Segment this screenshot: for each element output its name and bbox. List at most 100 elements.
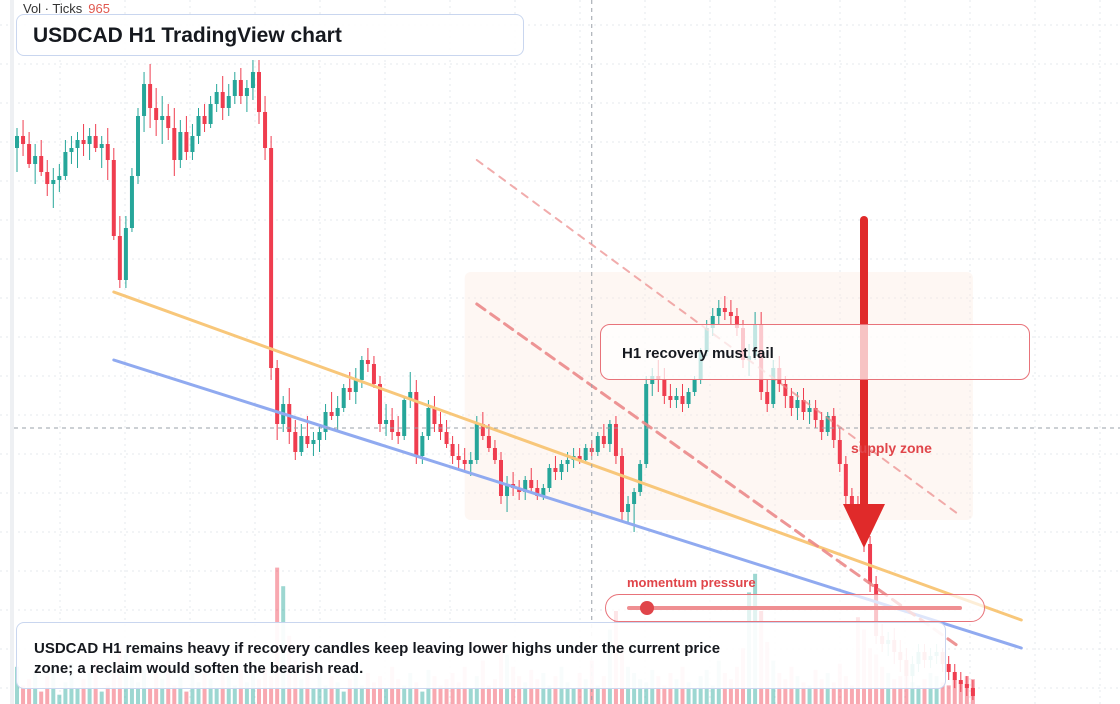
- candle: [148, 64, 153, 128]
- momentum-slider[interactable]: [605, 594, 985, 622]
- candle: [535, 480, 540, 500]
- candle-body: [226, 96, 231, 108]
- volume-bar: [329, 676, 334, 704]
- volume-bar: [136, 682, 140, 704]
- candle-body: [450, 444, 455, 456]
- volume-bar: [940, 682, 945, 704]
- candle: [686, 388, 691, 408]
- candle-body: [123, 228, 128, 280]
- volume-bar: [184, 691, 189, 704]
- volume-bar: [492, 679, 497, 704]
- candle: [323, 404, 328, 440]
- candle: [275, 360, 280, 440]
- candle: [813, 400, 818, 428]
- volume-bar: [595, 685, 600, 704]
- candle-body: [952, 672, 957, 680]
- volume-bar: [523, 682, 528, 704]
- volume-bar: [662, 685, 667, 704]
- candle: [365, 348, 370, 372]
- candle: [123, 216, 128, 288]
- candle: [462, 448, 467, 472]
- candle-body: [474, 424, 479, 460]
- candle-body: [620, 456, 624, 512]
- volume-bar: [946, 685, 951, 704]
- candle: [378, 376, 382, 432]
- candle-body: [432, 408, 437, 424]
- volume-bar: [21, 685, 26, 704]
- volume-bar: [81, 679, 86, 704]
- candle-body: [57, 176, 62, 180]
- candle-body: [734, 316, 739, 328]
- volume-indicator-label[interactable]: Vol · Ticks 965: [23, 1, 110, 16]
- candle-body: [462, 460, 467, 464]
- candle: [390, 408, 395, 440]
- candle-body: [129, 176, 134, 228]
- volume-bar: [486, 685, 491, 704]
- arrow-head: [843, 504, 885, 548]
- candle: [801, 388, 806, 420]
- volume-bar: [910, 682, 915, 704]
- candle: [583, 444, 588, 464]
- volume-bar: [214, 688, 219, 704]
- candle-body: [692, 380, 697, 392]
- volume-bar: [432, 676, 437, 704]
- candle-body: [238, 80, 243, 96]
- volume-bar: [916, 685, 921, 704]
- candle: [843, 456, 848, 504]
- candle: [595, 432, 600, 456]
- candle: [105, 128, 110, 180]
- candle-body: [250, 72, 255, 88]
- momentum-track: [627, 606, 962, 610]
- volume-bar: [892, 679, 897, 704]
- volume-bar: [384, 688, 389, 704]
- candle-body: [148, 84, 153, 108]
- candle-body: [311, 440, 316, 444]
- candle: [492, 440, 497, 464]
- volume-value: 965: [88, 1, 110, 16]
- left-rail: [10, 0, 14, 704]
- candle: [99, 136, 104, 168]
- candle-body: [402, 400, 407, 436]
- candle: [190, 124, 195, 160]
- candle-body: [716, 308, 721, 316]
- candle-body: [93, 136, 98, 148]
- candle-body: [293, 432, 298, 452]
- candle-body: [69, 148, 74, 152]
- volume-bar: [831, 682, 836, 704]
- momentum-label: momentum pressure: [627, 575, 756, 590]
- candle-body: [468, 460, 473, 464]
- candle-body: [686, 392, 691, 404]
- candle: [154, 88, 159, 136]
- volume-bar: [299, 679, 304, 704]
- volume-bar: [420, 691, 425, 704]
- candle-body: [807, 408, 812, 412]
- candle: [553, 456, 558, 480]
- candle: [529, 468, 534, 492]
- momentum-knob[interactable]: [640, 601, 655, 615]
- candle: [680, 384, 685, 412]
- volume-bar: [843, 676, 848, 704]
- candle-body: [45, 172, 50, 184]
- candle: [166, 104, 171, 140]
- volume-bar: [553, 676, 558, 704]
- volume-bar: [801, 682, 806, 704]
- candle-body: [638, 464, 643, 492]
- chart-title-box: USDCAD H1 TradingView chart: [16, 14, 524, 56]
- candle-body: [305, 436, 310, 444]
- candle-body: [535, 488, 540, 496]
- candle: [63, 140, 68, 180]
- candle: [299, 424, 304, 456]
- volume-bar: [57, 694, 62, 704]
- candle-body: [523, 480, 528, 492]
- candle-body: [208, 104, 213, 124]
- volume-bar: [269, 676, 274, 704]
- candle-body: [843, 464, 848, 496]
- candle-body: [559, 464, 564, 472]
- candle: [75, 132, 80, 168]
- candle: [825, 412, 830, 436]
- candle: [958, 672, 963, 692]
- candle-body: [257, 72, 261, 112]
- candle: [184, 116, 189, 160]
- volume-bar: [63, 682, 68, 704]
- candle: [456, 444, 461, 468]
